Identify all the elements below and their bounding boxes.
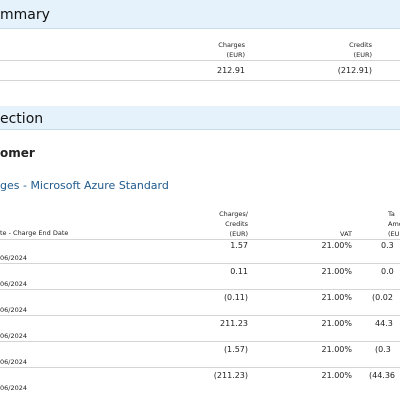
row-amount: (211.23) [213, 371, 248, 380]
row-date: 06/2024 [0, 358, 28, 366]
row-vat: 21.00% [321, 345, 352, 354]
row-vat: 21.00% [321, 267, 352, 276]
row-date: 06/2024 [0, 384, 28, 392]
section-title: ection [0, 111, 44, 127]
row-rule [0, 315, 400, 316]
summary-values-rule [0, 80, 400, 81]
row-vat: 21.00% [321, 371, 352, 380]
row-amount: 1.57 [230, 241, 248, 250]
summary-charges-value: 212.91 [217, 66, 245, 75]
section-header: ection [0, 106, 400, 130]
row-vat: 21.00% [321, 319, 352, 328]
row-amount: (0.11) [223, 293, 248, 302]
summary-header-rule [0, 60, 400, 61]
row-vat: 21.00% [321, 241, 352, 250]
row-date: 06/2024 [0, 254, 28, 262]
service-heading: ges - Microsoft Azure Standard [0, 179, 169, 192]
summary-title: mmary [0, 7, 50, 23]
tax-column-header: Ta Amou (EU [388, 210, 400, 238]
row-rule [0, 263, 400, 264]
vat-column-header: VAT [340, 230, 352, 238]
row-vat: 21.00% [321, 293, 352, 302]
row-tax: (44.36 [369, 371, 396, 380]
customer-heading: omer [0, 146, 35, 160]
summary-credits-value: (212.91) [337, 66, 372, 75]
row-rule [0, 367, 400, 368]
row-tax: (0.02 [372, 293, 393, 302]
row-tax: (0.3 [375, 345, 391, 354]
row-date: 06/2024 [0, 306, 28, 314]
row-rule [0, 289, 400, 290]
row-amount: 211.23 [220, 319, 248, 328]
charges-credits-column-header: Charges/ Credits (EUR) [219, 210, 248, 238]
summary-header: mmary [0, 0, 400, 29]
row-date: 06/2024 [0, 332, 28, 340]
row-amount: (1.57) [223, 345, 248, 354]
row-tax: 0.3 [381, 241, 394, 250]
row-tax: 0.0 [381, 267, 394, 276]
summary-charges-header: Charges (EUR) [218, 41, 245, 59]
detail-header-rule [0, 239, 400, 240]
row-rule [0, 341, 400, 342]
date-column-header: te - Charge End Date [0, 229, 69, 237]
row-amount: 0.11 [230, 267, 248, 276]
row-tax: 44.3 [375, 319, 393, 328]
row-date: 06/2024 [0, 280, 28, 288]
summary-credits-header: Credits (EUR) [349, 41, 372, 59]
